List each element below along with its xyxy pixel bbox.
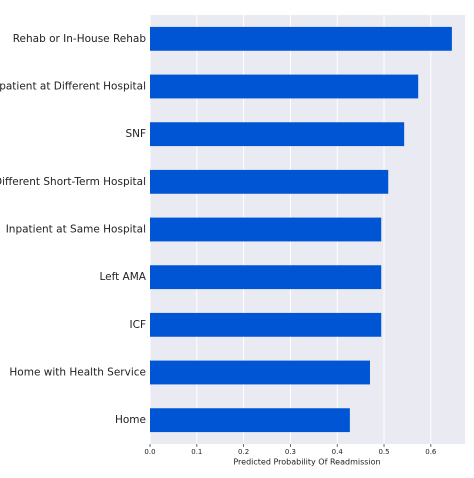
x-axis-label: Predicted Probability Of Readmission <box>233 458 380 467</box>
y-tick-label: Different Short-Term Hospital <box>0 176 146 188</box>
bar <box>150 74 419 99</box>
bar <box>150 265 382 290</box>
x-tick-label: 0.2 <box>238 448 249 456</box>
y-tick-label: SNF <box>125 128 146 140</box>
bar <box>150 312 382 337</box>
y-tick-label: Home with Health Service <box>9 367 146 379</box>
x-tick-label: 0.4 <box>332 448 344 456</box>
bar <box>150 26 452 51</box>
bar <box>150 408 350 433</box>
x-tick-label: 0.0 <box>144 448 155 456</box>
x-tick-label: 0.1 <box>191 448 202 456</box>
bar <box>150 360 370 385</box>
y-tick-label: ICF <box>130 319 146 331</box>
y-tick-label: Home <box>115 414 146 426</box>
x-tick-label: 0.5 <box>378 448 389 456</box>
x-tick-label: 0.6 <box>425 448 437 456</box>
y-tick-label: Inpatient at Different Hospital <box>0 81 146 93</box>
bar <box>150 122 405 147</box>
y-tick-label: Left AMA <box>99 271 146 283</box>
x-tick-label: 0.3 <box>285 448 296 456</box>
bar <box>150 169 389 194</box>
y-tick-label: Rehab or In-House Rehab <box>13 33 147 45</box>
y-tick-label: Inpatient at Same Hospital <box>6 224 146 236</box>
bar <box>150 217 382 242</box>
